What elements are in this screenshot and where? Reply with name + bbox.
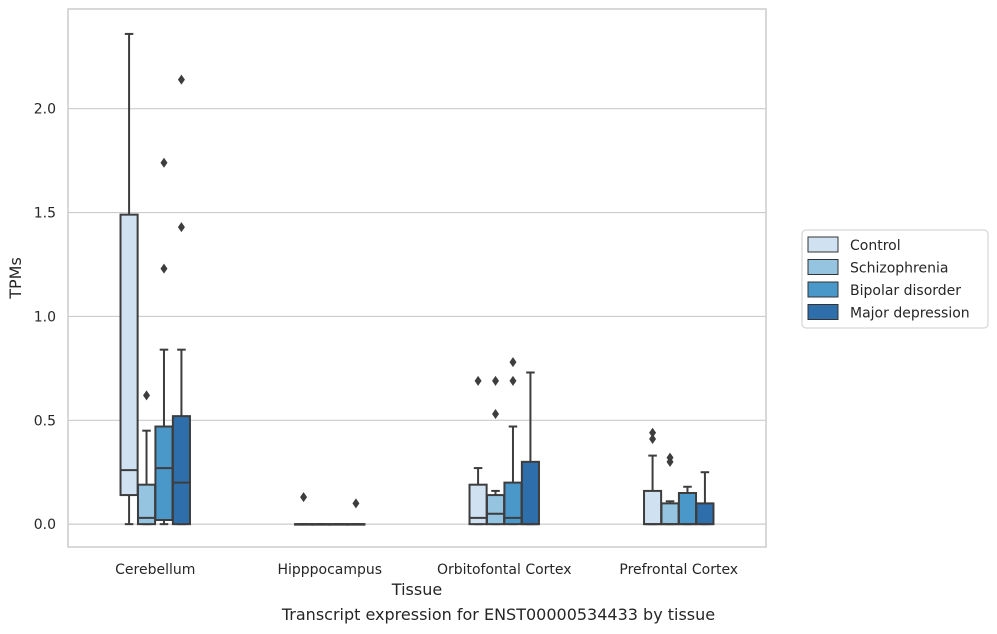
box bbox=[119, 213, 139, 497]
legend-label: Schizophrenia bbox=[850, 261, 948, 277]
plot-frame bbox=[67, 8, 767, 548]
figure-caption: Transcript expression for ENST0000053443… bbox=[281, 605, 716, 624]
legend-label: Control bbox=[850, 238, 901, 254]
box bbox=[154, 425, 174, 521]
box bbox=[660, 502, 680, 526]
box bbox=[171, 415, 191, 526]
y-tick-label: 0.0 bbox=[34, 517, 56, 533]
x-axis-title: Tissue bbox=[391, 580, 442, 599]
y-tick-label: 2.0 bbox=[34, 102, 56, 118]
x-tick-label: Cerebellum bbox=[115, 562, 195, 578]
box bbox=[643, 489, 663, 526]
legend-frame bbox=[801, 229, 989, 329]
x-tick-label: Hipppocampus bbox=[277, 562, 382, 578]
legend-swatch bbox=[807, 304, 839, 320]
outlier-point bbox=[474, 375, 482, 386]
outlier-point bbox=[143, 390, 151, 401]
legend-label: Bipolar disorder bbox=[850, 283, 961, 299]
outlier-point bbox=[160, 263, 168, 274]
outlier-point bbox=[352, 498, 360, 509]
outlier-point bbox=[649, 427, 657, 438]
legend-swatch bbox=[807, 259, 839, 275]
outlier-point bbox=[492, 375, 500, 386]
box bbox=[520, 460, 540, 526]
y-tick-label: 0.5 bbox=[34, 413, 56, 429]
y-axis-title: TPMs bbox=[6, 257, 25, 300]
y-tick-label: 1.5 bbox=[34, 206, 56, 222]
outlier-point bbox=[300, 492, 308, 503]
outlier-point bbox=[177, 222, 185, 233]
legend-swatch bbox=[807, 281, 839, 298]
legend-label: Major depression bbox=[850, 306, 970, 322]
legend-swatch bbox=[807, 236, 839, 253]
outlier-point bbox=[649, 433, 657, 444]
outlier-point bbox=[509, 375, 517, 386]
outlier-point bbox=[177, 74, 185, 85]
outlier-point bbox=[509, 357, 517, 368]
x-tick-label: Orbitofontal Cortex bbox=[437, 562, 572, 578]
legend: Control Schizophrenia Bipolar disorder Majo… bbox=[801, 229, 989, 329]
outlier-point bbox=[492, 409, 500, 420]
outlier-point bbox=[160, 157, 168, 168]
x-tick-label: Prefrontal Cortex bbox=[619, 562, 738, 578]
box bbox=[485, 494, 506, 526]
y-tick-label: 1.0 bbox=[34, 309, 56, 325]
box bbox=[677, 491, 698, 526]
outlier-point bbox=[666, 452, 674, 463]
box bbox=[695, 502, 715, 526]
